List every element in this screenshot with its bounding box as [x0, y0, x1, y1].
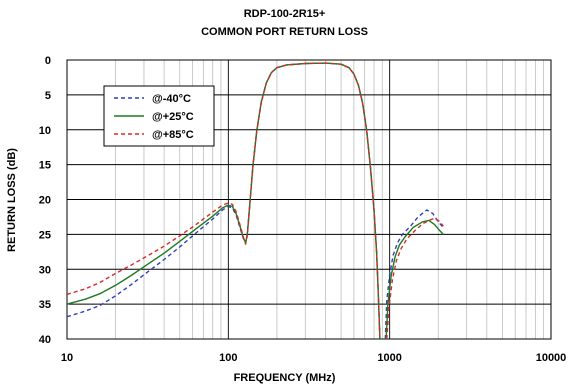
y-tick-label: 40: [39, 334, 51, 346]
y-tick-label: 20: [39, 195, 51, 207]
y-tick-label: 15: [39, 160, 51, 172]
legend-label: @+25°C: [152, 111, 194, 123]
x-tick-label: 10000: [536, 352, 567, 364]
chart-title: RDP-100-2R15+: [243, 8, 326, 20]
y-tick-label: 30: [39, 264, 51, 276]
y-tick-label: 25: [39, 229, 51, 241]
y-tick-label: 5: [45, 90, 51, 102]
plot-border: [66, 59, 552, 340]
y-tick-label: 0: [45, 55, 51, 67]
y-axis-label: RETURN LOSS (dB): [6, 148, 18, 252]
y-tick-label: 35: [39, 299, 51, 311]
x-tick-label: 1000: [377, 352, 401, 364]
chart-subtitle: COMMON PORT RETURN LOSS: [201, 26, 368, 38]
x-axis-label: FREQUENCY (MHz): [233, 372, 336, 384]
series-line-3: [386, 217, 444, 339]
y-tick-label: 10: [39, 125, 51, 137]
legend-label: @-40°C: [152, 93, 191, 105]
x-tick-label: 100: [219, 352, 237, 364]
series-line-1: [384, 209, 444, 339]
series-line-3: [67, 62, 381, 339]
legend-label: @+85°C: [152, 129, 194, 141]
x-tick-label: 10: [61, 352, 73, 364]
series-line-2: [385, 219, 444, 339]
